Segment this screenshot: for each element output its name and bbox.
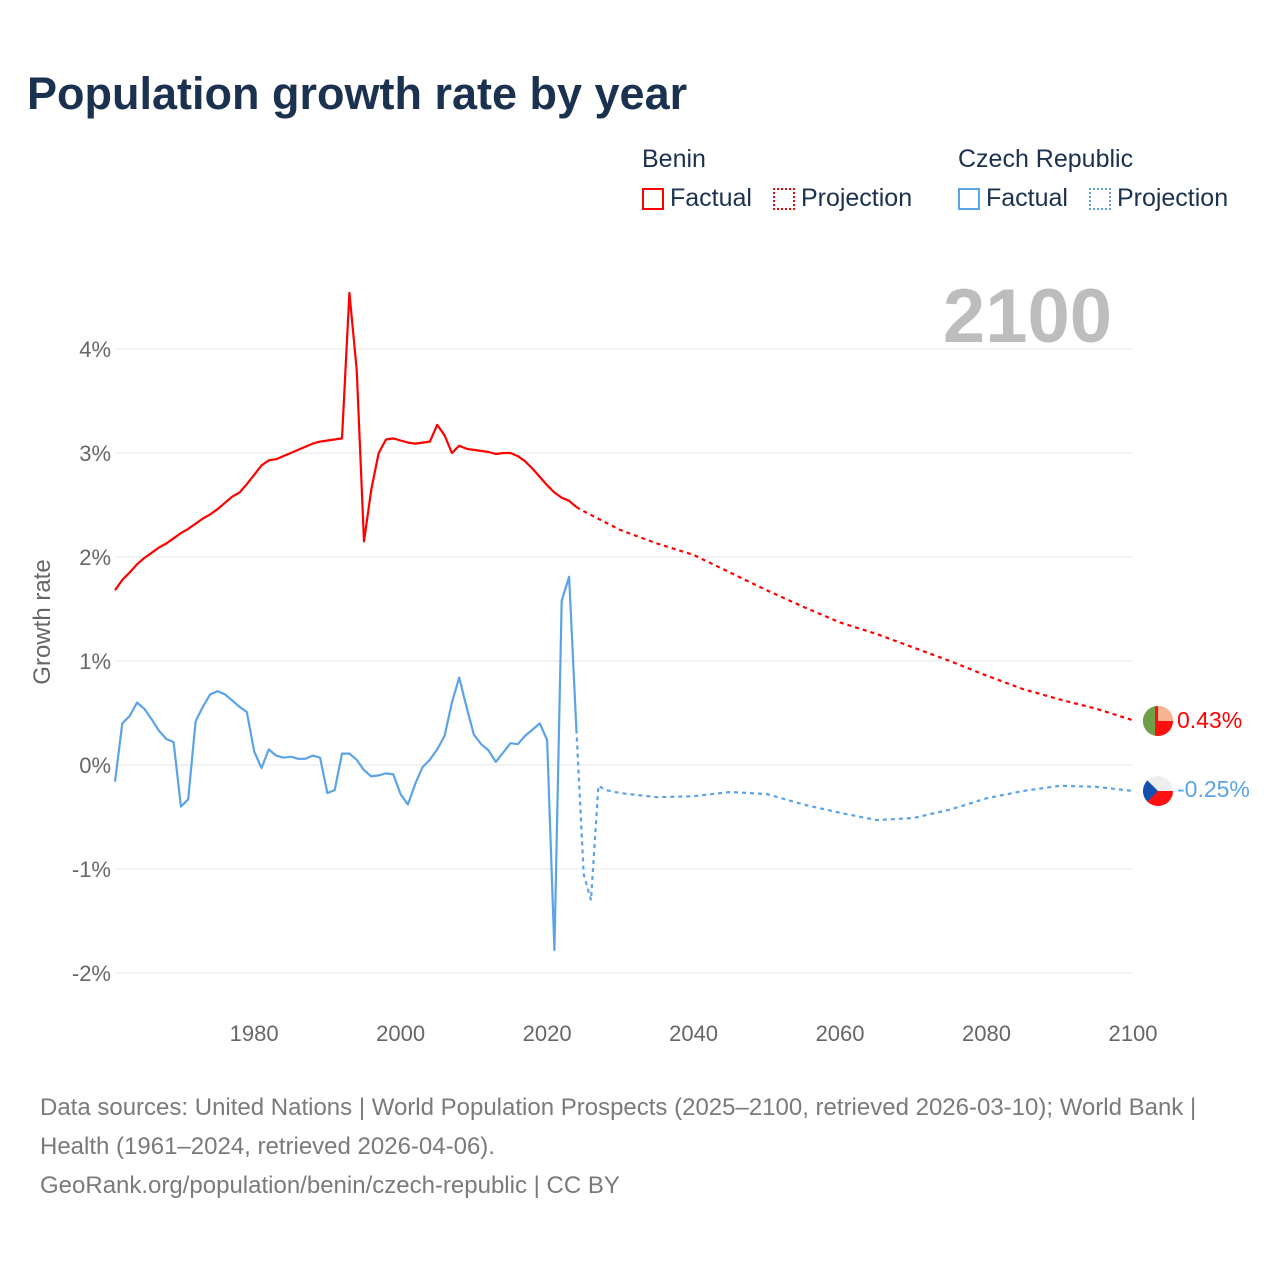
benin-flag-icon [1143,706,1173,736]
x-tick-label: 2040 [669,1021,718,1046]
legend-czech-projection[interactable]: Projection [1088,184,1229,213]
solid-swatch-icon [958,187,980,210]
y-tick-label: 0% [79,753,111,778]
czech-flag-icon [1143,776,1173,806]
czech-projection-line [575,729,1134,901]
y-tick-label: 3% [79,441,111,466]
y-tick-label: -2% [72,961,111,986]
legend-label: Factual [986,184,1068,212]
czech-factual-line [113,575,578,952]
y-tick-label: 1% [79,649,111,674]
data-sources: Data sources: United Nations | World Pop… [40,1094,1197,1160]
solid-swatch-icon [642,187,664,210]
x-tick-label: 1980 [230,1021,279,1046]
line-chart: 4% 3% 2% 1% 0% -1% -2% 1980 2000 2020 2040 2060 2080… [29,274,1250,1046]
year-display: 2100 [943,274,1112,359]
benin-end-label: 0.43% [1177,707,1242,733]
page-title: Population growth rate by year [27,68,688,119]
footer: Data sources: United Nations | World Pop… [40,1088,1240,1205]
legend-czech-factual[interactable]: Factual [958,184,1068,213]
x-tick-label: 2020 [523,1021,572,1046]
legend-group-benin: Benin Factual Projection [642,145,926,217]
x-tick-label: 2060 [816,1021,865,1046]
legend-group-title: Czech Republic [958,145,1134,173]
x-tick-label: 2000 [376,1021,425,1046]
legend-label: Factual [670,184,752,212]
x-tick-label: 2080 [962,1021,1011,1046]
legend-group-title: Benin [642,145,706,173]
legend-label: Projection [1116,184,1229,212]
czech-end-label: -0.25% [1177,776,1250,802]
y-axis-label: Growth rate [29,559,56,684]
benin-projection-line [575,506,1134,722]
legend-label: Projection [800,184,913,212]
dotted-swatch-icon [772,187,795,210]
y-tick-label: -1% [72,857,111,882]
credit-link[interactable]: GeoRank.org/population/benin/czech-repub… [40,1172,620,1199]
legend-benin-factual[interactable]: Factual [642,184,752,213]
legend-benin-projection[interactable]: Projection [772,184,913,213]
benin-factual-line [114,291,578,591]
legend-group-czech: Czech Republic Factual Projection [958,145,1242,217]
y-tick-label: 2% [79,545,111,570]
y-tick-label: 4% [79,337,111,362]
x-tick-label: 2100 [1109,1021,1158,1046]
dotted-swatch-icon [1088,187,1111,210]
